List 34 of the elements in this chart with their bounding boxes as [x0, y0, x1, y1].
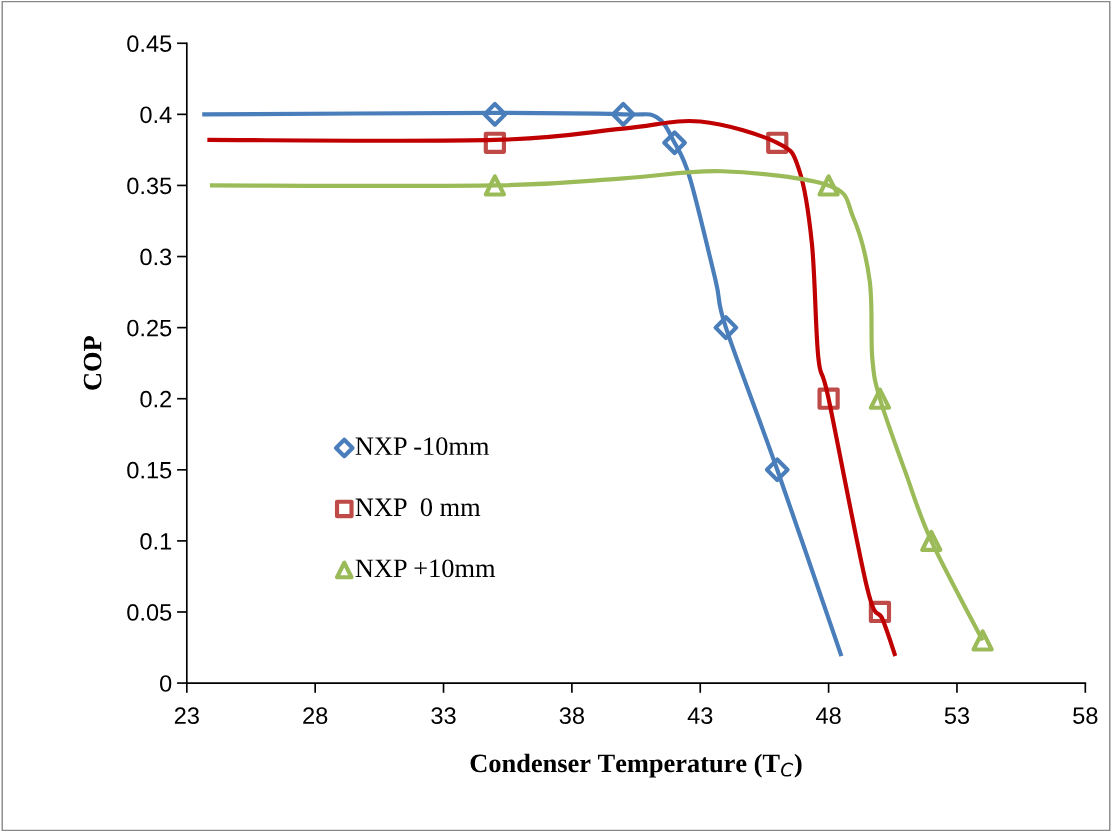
point [483, 174, 507, 197]
x-tick-label: 23 [174, 707, 199, 725]
y-axis-title: COP [83, 336, 102, 390]
y-tick-label: 0.25 [127, 319, 172, 337]
y-tick-label: 0.3 [140, 248, 172, 266]
point [483, 131, 507, 154]
x-tick-label: 43 [687, 707, 713, 725]
point [868, 387, 892, 410]
x-tick-label: 38 [559, 707, 584, 725]
point [482, 101, 508, 127]
point [817, 174, 840, 197]
point [971, 629, 994, 652]
legend-label: NXP -10mm [355, 437, 490, 456]
y-tick-label: 0.1 [140, 532, 172, 550]
point [713, 315, 739, 341]
y-tick-label: 0.15 [127, 461, 172, 479]
y-tick-label: 0.4 [140, 106, 172, 124]
point [610, 101, 636, 127]
x-tick-label: 28 [303, 707, 328, 725]
x-tick-label: 33 [431, 707, 456, 725]
legend-label: NXP +10mm [355, 559, 496, 578]
y-tick-label: 0.35 [127, 177, 172, 195]
point [764, 457, 790, 483]
x-tick-label: 48 [816, 707, 841, 725]
x-tick-label: 53 [944, 707, 970, 725]
y-tick-label: 0.05 [127, 604, 172, 621]
y-tick-label: 0.45 [127, 35, 172, 53]
y-tick-label: 0.2 [140, 390, 172, 408]
x-tick-label: 58 [1073, 707, 1098, 725]
x-axis-title: Condenser Temperature (T$_{C}$) [470, 753, 802, 778]
legend-label: NXP 0 mm [355, 498, 481, 517]
y-tick-label: 0 [160, 675, 172, 692]
point [662, 130, 687, 156]
point [920, 529, 943, 553]
